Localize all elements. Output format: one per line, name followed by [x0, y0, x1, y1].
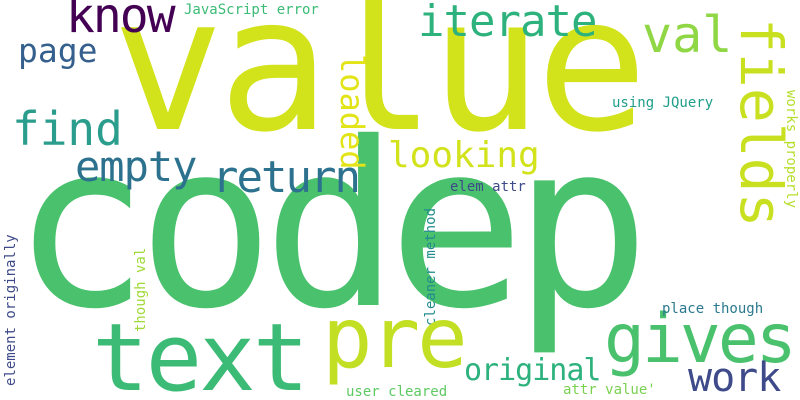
- word-attr-value: attr value': [563, 382, 656, 398]
- word-work: work: [688, 355, 781, 400]
- word-works-properly: works properly: [783, 90, 799, 209]
- word-text: text: [92, 304, 309, 400]
- word-value: value: [112, 0, 648, 173]
- word-using-jquery: using JQuery: [612, 95, 714, 111]
- word-gives: gives: [604, 300, 797, 379]
- word-pre: pre: [322, 289, 468, 387]
- word-iterate: iterate: [418, 0, 597, 47]
- word-val: val: [642, 6, 733, 64]
- word-user-cleared: user cleared: [346, 384, 448, 400]
- word-looking: looking: [388, 135, 540, 176]
- word-fields: fields: [727, 18, 795, 228]
- word-original: original: [464, 353, 601, 388]
- word-elem-attr: elem attr: [450, 179, 526, 195]
- word-place-though: place though: [662, 301, 764, 317]
- word-element-originally: element originally: [3, 234, 19, 386]
- word-codep: codep: [12, 93, 650, 359]
- word-loaded: loaded: [333, 54, 371, 170]
- word-page: page: [18, 31, 98, 70]
- word-find: find: [12, 102, 123, 156]
- word-javascript-error: JavaScript error: [184, 2, 319, 18]
- word-know: know: [66, 0, 176, 44]
- word-return: return: [212, 152, 361, 203]
- word-empty: empty: [75, 142, 197, 191]
